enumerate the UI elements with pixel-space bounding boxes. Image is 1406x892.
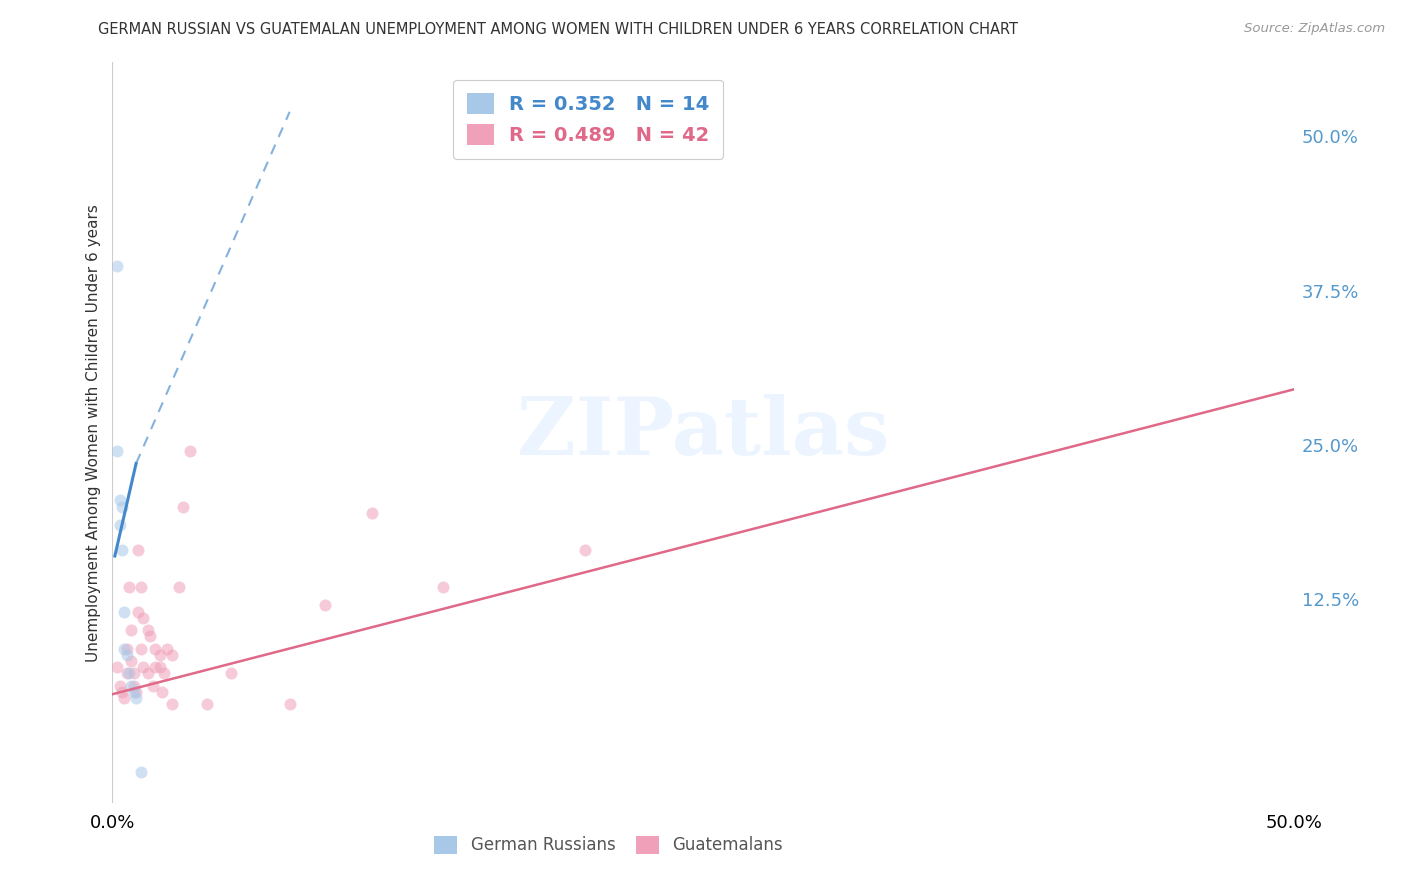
Point xyxy=(644,123,666,137)
Point xyxy=(105,444,128,458)
Point xyxy=(112,690,135,705)
Point xyxy=(127,605,149,619)
Point xyxy=(150,685,173,699)
Point xyxy=(219,666,242,681)
Point xyxy=(153,666,176,681)
Point xyxy=(115,666,138,681)
Point xyxy=(136,666,159,681)
Point xyxy=(122,666,145,681)
Point xyxy=(149,648,172,662)
Point xyxy=(139,629,162,643)
Point xyxy=(127,542,149,557)
Point xyxy=(111,542,134,557)
Point xyxy=(129,764,152,779)
Text: GERMAN RUSSIAN VS GUATEMALAN UNEMPLOYMENT AMONG WOMEN WITH CHILDREN UNDER 6 YEAR: GERMAN RUSSIAN VS GUATEMALAN UNEMPLOYMEN… xyxy=(98,22,1018,37)
Point xyxy=(115,641,138,656)
Point xyxy=(118,580,141,594)
Point xyxy=(120,654,142,668)
Y-axis label: Unemployment Among Women with Children Under 6 years: Unemployment Among Women with Children U… xyxy=(86,203,101,662)
Point xyxy=(278,697,301,711)
Point xyxy=(172,500,194,514)
Point xyxy=(195,697,218,711)
Point xyxy=(115,648,138,662)
Point xyxy=(125,690,148,705)
Point xyxy=(108,679,131,693)
Point xyxy=(129,580,152,594)
Point xyxy=(120,623,142,637)
Point xyxy=(122,679,145,693)
Point xyxy=(179,444,201,458)
Legend: German Russians, Guatemalans: German Russians, Guatemalans xyxy=(427,829,790,861)
Point xyxy=(136,623,159,637)
Point xyxy=(122,685,145,699)
Point xyxy=(142,679,165,693)
Point xyxy=(167,580,190,594)
Point xyxy=(108,493,131,508)
Point xyxy=(132,611,155,625)
Point xyxy=(112,641,135,656)
Point xyxy=(125,685,148,699)
Point xyxy=(574,542,596,557)
Point xyxy=(432,580,454,594)
Point xyxy=(143,641,166,656)
Point xyxy=(156,641,179,656)
Point xyxy=(160,648,183,662)
Point xyxy=(129,641,152,656)
Text: ZIPatlas: ZIPatlas xyxy=(517,393,889,472)
Point xyxy=(120,679,142,693)
Point xyxy=(361,506,384,520)
Point xyxy=(105,660,128,674)
Point xyxy=(111,685,134,699)
Point xyxy=(149,660,172,674)
Text: Source: ZipAtlas.com: Source: ZipAtlas.com xyxy=(1244,22,1385,36)
Point xyxy=(118,666,141,681)
Point xyxy=(314,599,336,613)
Point xyxy=(132,660,155,674)
Point xyxy=(108,518,131,533)
Point xyxy=(160,697,183,711)
Point xyxy=(143,660,166,674)
Point xyxy=(111,500,134,514)
Point xyxy=(112,605,135,619)
Point xyxy=(105,259,128,273)
